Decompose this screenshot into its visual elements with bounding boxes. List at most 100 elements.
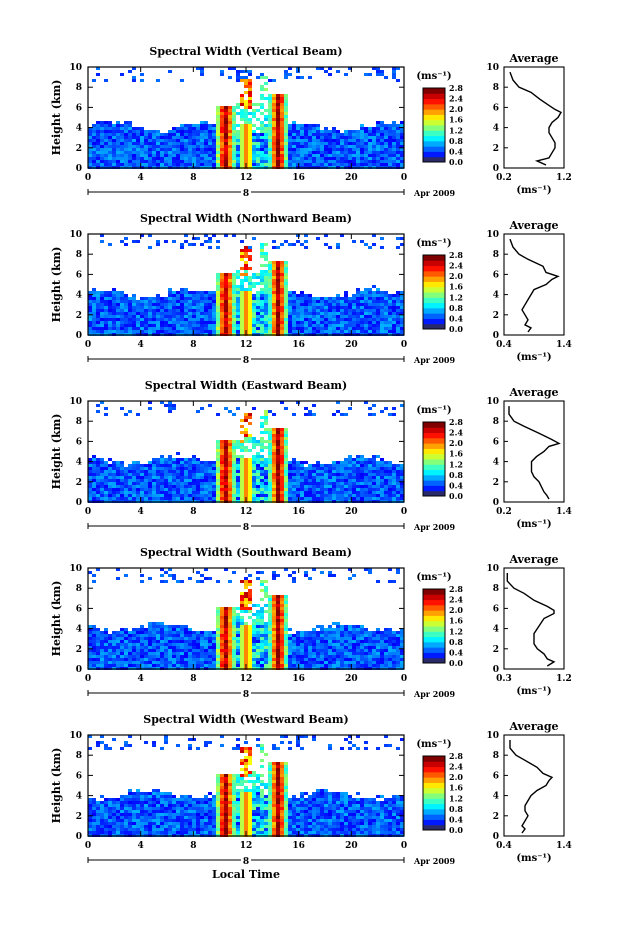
- colorbar-segment: [423, 88, 445, 94]
- avg-x-tick-label: 1.4: [556, 340, 572, 350]
- day-label: 8: [243, 523, 249, 533]
- panel-title: Spectral Width (Eastward Beam): [145, 379, 347, 392]
- y-axis-label: Height (km): [50, 80, 63, 156]
- avg-x-label: (ms⁻¹): [516, 352, 551, 363]
- colorbar-tick-label: 0.0: [449, 658, 463, 668]
- colorbar-segment: [423, 782, 445, 788]
- colorbar-segment: [423, 793, 445, 799]
- y-tick-label: 8: [76, 584, 82, 594]
- colorbar-segment: [423, 615, 445, 621]
- colorbar-tick-label: 2.8: [449, 83, 463, 93]
- colorbar-segment: [423, 464, 445, 470]
- panel-2: Spectral Width (Eastward Beam)0246810Hei…: [50, 379, 572, 533]
- x-tick-label: 0: [401, 674, 407, 684]
- colorbar-segment: [423, 130, 445, 136]
- colorbar-tick-label: 0.8: [449, 637, 463, 647]
- avg-x-tick-label: 0.3: [496, 674, 512, 684]
- colorbar-segment: [423, 146, 445, 152]
- colorbar-tick-label: 2.4: [449, 94, 463, 104]
- colorbar-tick-label: 0.8: [449, 470, 463, 480]
- y-tick-label: 2: [76, 144, 82, 154]
- avg-x-tick-label: 1.2: [556, 173, 572, 183]
- colorbar-segment: [423, 626, 445, 632]
- day-label: 8: [243, 189, 249, 199]
- avg-x-tick-label: 0.4: [496, 841, 512, 851]
- colorbar-tick-label: 0.4: [449, 146, 463, 156]
- avg-y-tick-label: 4: [493, 291, 499, 301]
- colorbar-unit: (ms⁻¹): [416, 739, 451, 750]
- avg-profile-line: [509, 406, 559, 499]
- colorbar-segment: [423, 637, 445, 643]
- colorbar-tick-label: 2.8: [449, 751, 463, 761]
- y-tick-label: 8: [76, 417, 82, 427]
- y-tick-label: 10: [69, 731, 82, 741]
- y-tick-label: 8: [76, 83, 82, 93]
- y-tick-label: 6: [76, 604, 82, 614]
- panel-title: Spectral Width (Vertical Beam): [149, 45, 342, 58]
- panel-0: Spectral Width (Vertical Beam)0246810Hei…: [50, 45, 572, 199]
- y-tick-label: 2: [76, 812, 82, 822]
- y-tick-label: 2: [76, 311, 82, 321]
- y-tick-label: 0: [76, 331, 82, 341]
- colorbar-tick-label: 1.2: [449, 125, 463, 135]
- y-tick-label: 6: [76, 103, 82, 113]
- avg-y-tick-label: 10: [486, 63, 499, 73]
- avg-x-tick-label: 0.2: [496, 173, 512, 183]
- x-tick-label: 4: [138, 841, 144, 851]
- panel-3: Spectral Width (Southward Beam)0246810He…: [50, 546, 572, 700]
- colorbar-segment: [423, 260, 445, 266]
- colorbar-segment: [423, 647, 445, 653]
- colorbar-tick-label: 0.8: [449, 804, 463, 814]
- x-tick-label: 0: [401, 841, 407, 851]
- avg-profile-line: [510, 740, 552, 833]
- y-axis-label: Height (km): [50, 414, 63, 490]
- y-tick-label: 4: [76, 625, 82, 635]
- y-tick-label: 4: [76, 124, 82, 134]
- colorbar-segment: [423, 141, 445, 147]
- avg-y-tick-label: 10: [486, 564, 499, 574]
- x-tick-label: 20: [345, 674, 358, 684]
- avg-y-tick-label: 6: [493, 103, 499, 113]
- colorbar-segment: [423, 809, 445, 815]
- x-tick-label: 20: [345, 340, 358, 350]
- colorbar-tick-label: 1.6: [449, 115, 463, 125]
- x-tick-label: 0: [401, 507, 407, 517]
- avg-y-tick-label: 8: [493, 584, 499, 594]
- y-tick-label: 0: [76, 498, 82, 508]
- x-tick-label: 4: [138, 340, 144, 350]
- colorbar-segment: [423, 804, 445, 810]
- colorbar-segment: [423, 788, 445, 794]
- avg-y-tick-label: 10: [486, 731, 499, 741]
- date-label: Apr 2009: [413, 522, 456, 532]
- avg-y-tick-label: 10: [486, 230, 499, 240]
- avg-y-tick-label: 8: [493, 417, 499, 427]
- colorbar-segment: [423, 443, 445, 449]
- colorbar-segment: [423, 819, 445, 825]
- avg-frame: [504, 735, 564, 836]
- x-tick-label: 12: [240, 507, 253, 517]
- colorbar-tick-label: 2.0: [449, 104, 463, 114]
- colorbar-tick-label: 0.0: [449, 157, 463, 167]
- colorbar-segment: [423, 459, 445, 465]
- colorbar-tick-label: 0.8: [449, 136, 463, 146]
- colorbar-segment: [423, 448, 445, 454]
- colorbar-segment: [423, 427, 445, 433]
- avg-profile-line: [510, 239, 558, 332]
- y-tick-label: 6: [76, 771, 82, 781]
- x-tick-label: 16: [292, 674, 305, 684]
- avg-x-tick-label: 1.2: [556, 674, 572, 684]
- colorbar-segment: [423, 652, 445, 658]
- colorbar-segment: [423, 292, 445, 298]
- x-tick-label: 20: [345, 841, 358, 851]
- avg-x-tick-label: 1.4: [556, 507, 572, 517]
- colorbar-segment: [423, 600, 445, 606]
- colorbar-tick-label: 1.6: [449, 616, 463, 626]
- colorbar-segment: [423, 422, 445, 428]
- x-tick-label: 0: [85, 507, 91, 517]
- avg-x-tick-label: 0.4: [496, 340, 512, 350]
- colorbar-segment: [423, 109, 445, 115]
- x-tick-label: 0: [85, 841, 91, 851]
- y-tick-label: 2: [76, 645, 82, 655]
- colorbar-segment: [423, 308, 445, 314]
